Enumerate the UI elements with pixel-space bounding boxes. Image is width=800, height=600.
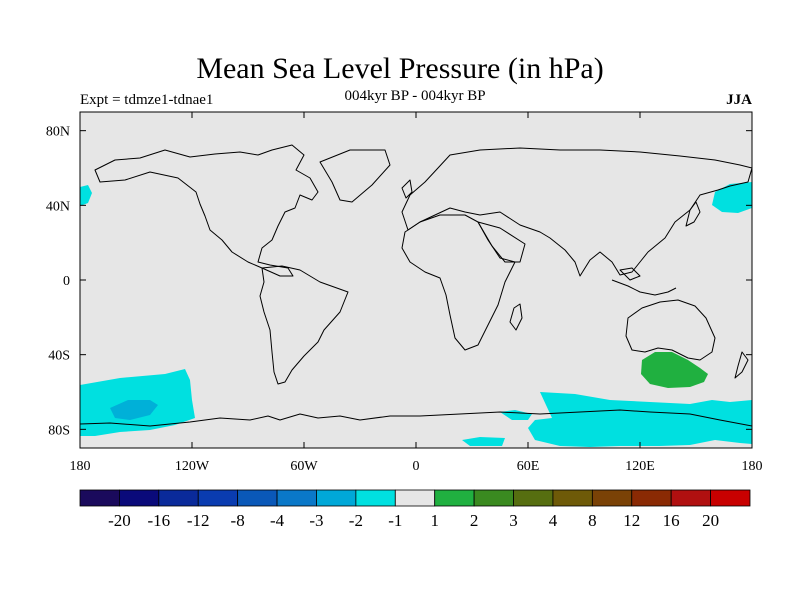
y-tick-label: 40N: [46, 199, 70, 214]
period-label: 004kyr BP - 004kyr BP: [344, 88, 486, 104]
colorbar-label: -8: [231, 511, 245, 530]
colorbar-label: -12: [187, 511, 210, 530]
map-background: [80, 112, 752, 448]
colorbar-label: -1: [388, 511, 402, 530]
x-tick-label: 0: [413, 459, 420, 474]
colorbar: -20 -16 -12 -8 -4 -3 -2 -1 1 2 3 4 8 12 16 20: [79, 489, 751, 530]
colorbar-swatch: [473, 489, 514, 507]
colorbar-swatch: [434, 489, 475, 507]
north-pacific-west-negative: [80, 185, 92, 206]
colorbar-label: 20: [702, 511, 719, 530]
y-axis: 80N 40N 0 40S 80S: [46, 125, 752, 438]
colorbar-label: -20: [108, 511, 131, 530]
north-pacific-east-negative: [712, 182, 752, 213]
colorbar-swatch: [631, 489, 672, 507]
coastlines: [80, 144, 752, 427]
y-tick-label: 40S: [48, 349, 70, 364]
colorbar-label: -4: [270, 511, 285, 530]
south-pacific-core-negative: [110, 400, 158, 420]
colorbar-swatch: [316, 489, 357, 507]
colorbar-label: 12: [623, 511, 640, 530]
plot-title: Mean Sea Level Pressure (in hPa): [196, 52, 604, 85]
season-label: JJA: [726, 92, 752, 108]
south-australia-positive: [641, 352, 708, 388]
colorbar-label: 3: [509, 511, 518, 530]
y-tick-label: 80N: [46, 125, 70, 140]
colorbar-swatch: [158, 489, 199, 507]
colorbar-swatch: [670, 489, 711, 507]
x-tick-label: 60W: [290, 459, 318, 474]
colorbar-swatch: [552, 489, 593, 507]
x-tick-label: 60E: [517, 459, 540, 474]
x-axis: 180 120W 60W 0 60E 120E 180: [70, 112, 763, 474]
colorbar-swatch: [119, 489, 160, 507]
x-tick-label: 120W: [175, 459, 210, 474]
colorbar-swatch: [591, 489, 633, 507]
colorbar-swatch: [79, 489, 120, 507]
colorbar-label: -2: [349, 511, 363, 530]
x-tick-label: 120E: [625, 459, 655, 474]
colorbar-swatch: [513, 489, 554, 507]
x-tick-label: 180: [742, 459, 763, 474]
colorbar-label: 1: [430, 511, 439, 530]
y-tick-label: 0: [63, 274, 70, 289]
colorbar-swatch: [197, 489, 239, 507]
y-tick-label: 80S: [48, 423, 70, 438]
experiment-label: Expt = tdmze1-tdnae1: [80, 92, 214, 108]
colorbar-label: 4: [549, 511, 558, 530]
colorbar-label: -3: [309, 511, 323, 530]
colorbar-swatch: [237, 489, 278, 507]
colorbar-label: -16: [147, 511, 170, 530]
colorbar-label: 8: [588, 511, 597, 530]
colorbar-label: 2: [470, 511, 479, 530]
x-tick-label: 180: [70, 459, 91, 474]
southern-ocean-negative: [462, 392, 752, 447]
colorbar-swatch: [355, 489, 396, 507]
colorbar-swatch: [710, 489, 751, 507]
colorbar-swatch: [394, 489, 436, 507]
colorbar-swatch: [276, 489, 317, 507]
colorbar-label: 16: [663, 511, 680, 530]
